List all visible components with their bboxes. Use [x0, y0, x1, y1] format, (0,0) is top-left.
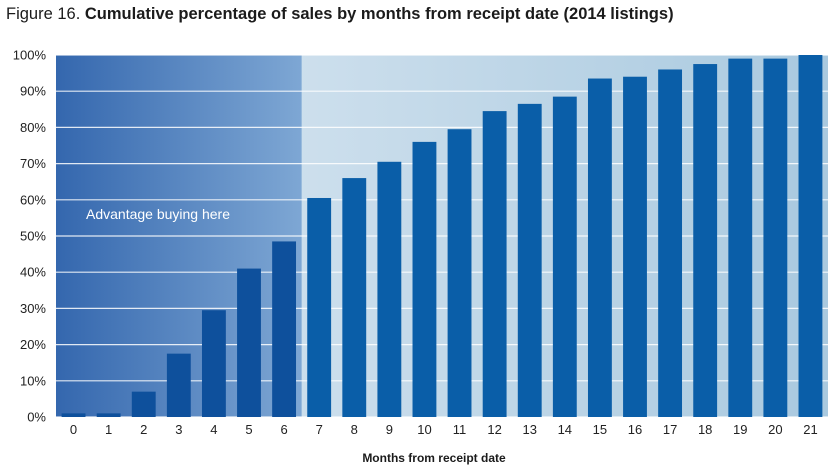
y-tick-label: 40%	[20, 265, 46, 280]
bar-month-0	[61, 413, 86, 417]
x-tick-label: 11	[453, 422, 467, 437]
y-tick-label: 80%	[20, 120, 46, 135]
bar-month-5	[237, 268, 261, 417]
x-tick-label: 14	[558, 422, 572, 437]
x-tick-label: 13	[522, 422, 536, 437]
bar-month-7	[307, 197, 332, 417]
bar-month-8	[342, 178, 367, 417]
x-tick-label: 4	[210, 422, 217, 437]
x-axis-label: Months from receipt date	[362, 451, 506, 465]
bar-month-10	[412, 141, 437, 417]
bar-month-9	[377, 161, 402, 417]
bars	[61, 55, 823, 418]
x-tick-label: 0	[70, 422, 77, 437]
y-tick-label: 0%	[27, 410, 46, 425]
x-tick-label: 1	[105, 422, 112, 437]
bar-month-16	[623, 76, 647, 417]
x-tick-label: 8	[351, 422, 358, 437]
bar-month-18	[693, 64, 718, 418]
bar-month-2	[131, 391, 156, 417]
advantage-annotation: Advantage buying here	[86, 206, 230, 222]
y-tick-label: 70%	[20, 156, 46, 171]
x-tick-label: 17	[663, 422, 677, 437]
x-axis-ticks: 0 1 2 3 4 5 6 7 8 9 10 11 12 13 14 15 16 17 18 19 20 21	[70, 422, 818, 437]
y-tick-label: 50%	[20, 229, 46, 244]
bar-month-14	[552, 96, 577, 417]
chart-title: Figure 16. Cumulative percentage of sale…	[6, 5, 836, 24]
y-tick-label: 90%	[20, 84, 46, 99]
chart-title-text: Cumulative percentage of sales by months…	[84, 5, 674, 23]
bar-month-3	[166, 353, 191, 417]
bar-month-20	[763, 58, 788, 418]
x-tick-label: 7	[316, 422, 323, 437]
x-tick-label: 20	[768, 422, 782, 437]
bar-month-15	[587, 78, 612, 417]
y-tick-label: 60%	[20, 192, 46, 207]
x-tick-label: 12	[487, 422, 501, 437]
x-tick-label: 5	[245, 422, 252, 437]
x-tick-label: 6	[280, 422, 287, 437]
y-tick-label: 100%	[13, 48, 47, 63]
figure-number: Figure 16.	[6, 5, 81, 23]
bar-month-1	[96, 413, 121, 417]
bar-month-19	[728, 58, 753, 418]
x-tick-label: 3	[175, 422, 182, 437]
bar-month-21	[798, 55, 823, 417]
bar-month-17	[658, 69, 683, 417]
bar-month-11	[447, 129, 472, 417]
bar-month-4	[201, 310, 226, 417]
x-tick-label: 21	[803, 422, 817, 437]
x-tick-label: 19	[733, 422, 747, 437]
x-tick-label: 2	[140, 422, 147, 437]
x-tick-label: 9	[386, 422, 393, 437]
y-tick-label: 20%	[20, 337, 46, 352]
bar-month-12	[482, 111, 507, 418]
x-tick-label: 18	[698, 422, 712, 437]
bar-month-13	[517, 103, 542, 418]
y-axis-ticks: 0% 10% 20% 30% 40% 50% 60% 70% 80% 90% 100%	[13, 48, 47, 425]
bar-month-6	[272, 241, 297, 417]
y-tick-label: 30%	[20, 301, 46, 316]
x-tick-label: 16	[628, 422, 642, 437]
y-tick-label: 10%	[20, 373, 46, 388]
x-tick-label: 15	[593, 422, 607, 437]
x-tick-label: 10	[417, 422, 431, 437]
